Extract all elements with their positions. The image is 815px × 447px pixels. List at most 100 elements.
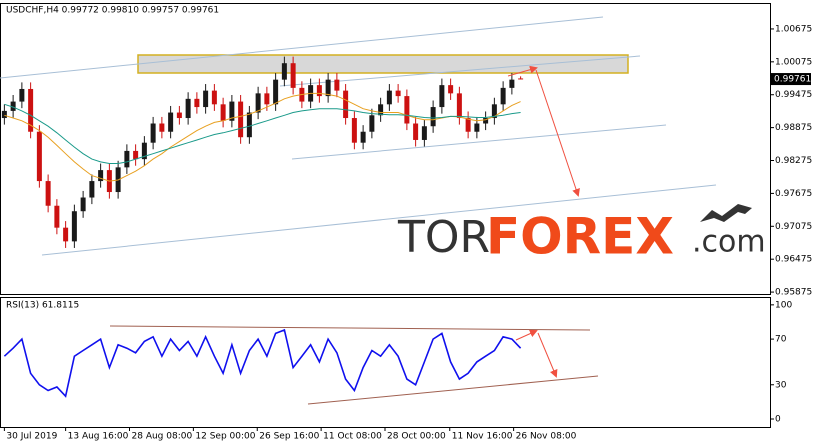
trend-line — [307, 375, 599, 405]
candle-body — [238, 101, 244, 138]
candle-body — [133, 150, 139, 160]
y-tick-label: 0.97075 — [775, 222, 812, 232]
arrows — [507, 65, 580, 378]
candle-body — [36, 131, 42, 182]
x-tick-label: 28 Aug 08:00 — [132, 432, 193, 442]
candle-body — [518, 78, 524, 80]
candle-body — [246, 112, 252, 138]
candle-body — [500, 87, 506, 105]
candle-body — [290, 63, 296, 88]
candle-body — [430, 107, 436, 127]
y-tick-label: 0 — [775, 415, 781, 425]
candle-body — [369, 115, 375, 132]
y-tick-label: 0.98275 — [775, 156, 812, 166]
price-frame — [0, 3, 771, 295]
candle-body — [185, 98, 191, 119]
drawings — [0, 16, 717, 405]
channel-line — [0, 16, 604, 79]
chart-title: USDCHF,H4 0.99772 0.99810 0.99757 0.9976… — [6, 6, 219, 16]
y-tick-label: 0.98875 — [775, 123, 812, 133]
y-tick-label: 0.96475 — [775, 255, 812, 265]
candle-body — [316, 85, 322, 97]
candle-body — [413, 123, 419, 140]
candle-body — [229, 101, 235, 121]
candle-body — [491, 104, 497, 119]
arrow — [507, 65, 538, 77]
candle-body — [360, 131, 366, 143]
trend-line — [109, 325, 591, 331]
candle-body — [439, 85, 445, 108]
candle-body — [54, 205, 60, 228]
candle-body — [1, 110, 7, 119]
y-tick-label: 30 — [775, 380, 787, 390]
candle-body — [89, 181, 95, 198]
moving-average — [4, 92, 521, 182]
candle-body — [395, 90, 401, 97]
candle-body — [474, 123, 480, 132]
logo-tor: TOR — [397, 212, 490, 263]
candle-body — [264, 93, 270, 105]
candle-body — [45, 181, 51, 206]
candle-body — [255, 93, 261, 113]
candle-body — [124, 150, 130, 168]
candle-body — [194, 98, 200, 108]
candle-body — [168, 112, 174, 132]
candle-body — [343, 90, 349, 119]
last-price-label: 0.99761 — [774, 75, 811, 85]
channel-line — [291, 124, 667, 160]
candle-body — [80, 197, 86, 212]
y-tick-label: 0.97675 — [775, 189, 812, 199]
logo-forex: FOREX — [486, 208, 674, 266]
x-tick-label: 12 Sep 00:00 — [195, 432, 255, 442]
rsi-frame — [0, 297, 771, 428]
y-tick-label: 100 — [775, 300, 792, 310]
candle-body — [404, 96, 410, 124]
candle-body — [211, 90, 217, 105]
candle-body — [334, 79, 340, 91]
logo-bull — [700, 204, 752, 222]
rsi-line — [3, 328, 522, 398]
x-tick-label: 28 Oct 00:00 — [387, 432, 446, 442]
arrow — [535, 69, 580, 197]
candle-body — [28, 88, 34, 132]
candle-body — [141, 142, 147, 160]
y-tick-label: 1.00675 — [775, 24, 812, 34]
candle-body — [19, 88, 25, 102]
resistance-zone — [137, 54, 629, 74]
candle-body — [448, 85, 454, 94]
x-tick-label: 11 Nov 16:00 — [452, 432, 513, 442]
candle-body — [421, 126, 427, 140]
x-tick-label: 30 Jul 2019 — [6, 432, 57, 442]
candle-body — [10, 101, 16, 111]
candle-body — [273, 79, 279, 105]
candle-body — [203, 90, 209, 108]
x-tick-label: 26 Nov 08:00 — [516, 432, 577, 442]
candle-body — [159, 123, 165, 132]
candle-body — [378, 104, 384, 116]
y-tick-label: 0.95875 — [775, 288, 812, 298]
candle-body — [465, 118, 471, 132]
y-tick-label: 0.99475 — [775, 90, 812, 100]
candle-body — [98, 170, 104, 182]
rsi-title: RSI(13) 61.8115 — [6, 301, 79, 311]
x-tick-label: 13 Aug 16:00 — [68, 432, 129, 442]
candle-body — [220, 104, 226, 121]
candle-body — [483, 118, 489, 124]
arrow — [537, 332, 558, 378]
channel-line — [279, 55, 641, 87]
x-tick-label: 11 Oct 08:00 — [323, 432, 382, 442]
candle-body — [150, 123, 156, 143]
candle-body — [281, 63, 287, 80]
candle-body — [386, 90, 392, 105]
candle-body — [456, 93, 462, 119]
candle-body — [176, 112, 182, 119]
arrow — [515, 329, 538, 341]
moving-average — [4, 103, 521, 164]
x-tick-label: 26 Sep 16:00 — [259, 432, 319, 442]
candle-body — [325, 79, 331, 97]
last-price-box — [771, 73, 811, 86]
channel-line — [41, 184, 717, 256]
candle-body — [71, 211, 77, 242]
logo-com: .com — [692, 225, 766, 260]
